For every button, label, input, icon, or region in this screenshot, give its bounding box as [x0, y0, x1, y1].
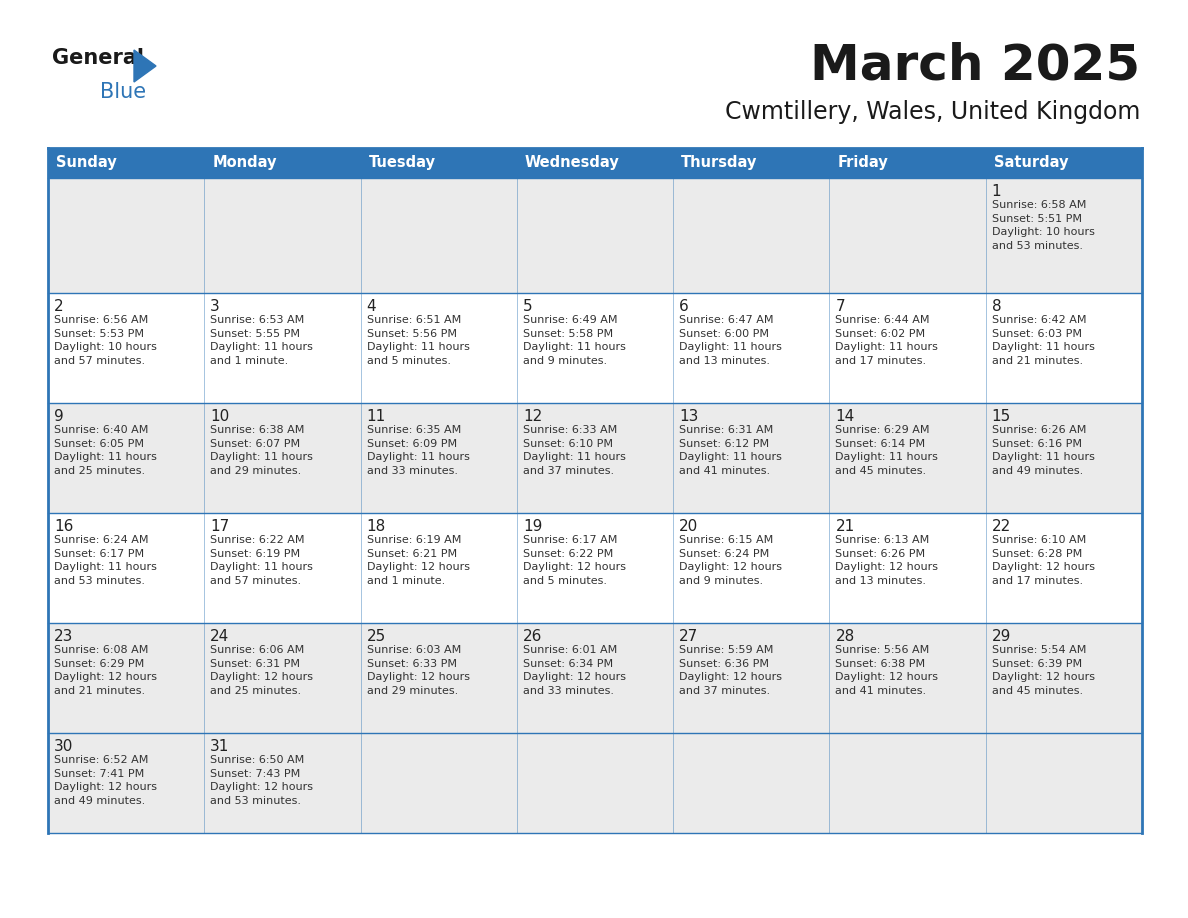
Text: 22: 22: [992, 519, 1011, 534]
Text: 26: 26: [523, 629, 542, 644]
Text: Saturday: Saturday: [993, 155, 1068, 171]
Text: 7: 7: [835, 299, 845, 314]
Text: Thursday: Thursday: [681, 155, 758, 171]
Text: Sunrise: 6:31 AM
Sunset: 6:12 PM
Daylight: 11 hours
and 41 minutes.: Sunrise: 6:31 AM Sunset: 6:12 PM Dayligh…: [680, 425, 782, 476]
Text: Wednesday: Wednesday: [525, 155, 620, 171]
Text: Sunrise: 6:33 AM
Sunset: 6:10 PM
Daylight: 11 hours
and 37 minutes.: Sunrise: 6:33 AM Sunset: 6:10 PM Dayligh…: [523, 425, 626, 476]
Text: Sunrise: 6:52 AM
Sunset: 7:41 PM
Daylight: 12 hours
and 49 minutes.: Sunrise: 6:52 AM Sunset: 7:41 PM Dayligh…: [53, 755, 157, 806]
Text: Sunrise: 6:38 AM
Sunset: 6:07 PM
Daylight: 11 hours
and 29 minutes.: Sunrise: 6:38 AM Sunset: 6:07 PM Dayligh…: [210, 425, 314, 476]
Text: Sunrise: 6:13 AM
Sunset: 6:26 PM
Daylight: 12 hours
and 13 minutes.: Sunrise: 6:13 AM Sunset: 6:26 PM Dayligh…: [835, 535, 939, 586]
Text: 24: 24: [210, 629, 229, 644]
Text: 11: 11: [367, 409, 386, 424]
Text: 25: 25: [367, 629, 386, 644]
Polygon shape: [134, 50, 156, 82]
Text: 14: 14: [835, 409, 854, 424]
Text: Sunrise: 6:56 AM
Sunset: 5:53 PM
Daylight: 10 hours
and 57 minutes.: Sunrise: 6:56 AM Sunset: 5:53 PM Dayligh…: [53, 315, 157, 365]
Text: Sunrise: 5:54 AM
Sunset: 6:39 PM
Daylight: 12 hours
and 45 minutes.: Sunrise: 5:54 AM Sunset: 6:39 PM Dayligh…: [992, 645, 1094, 696]
Text: March 2025: March 2025: [810, 42, 1140, 90]
Text: Sunrise: 6:35 AM
Sunset: 6:09 PM
Daylight: 11 hours
and 33 minutes.: Sunrise: 6:35 AM Sunset: 6:09 PM Dayligh…: [367, 425, 469, 476]
Text: 23: 23: [53, 629, 74, 644]
Text: Sunrise: 6:01 AM
Sunset: 6:34 PM
Daylight: 12 hours
and 33 minutes.: Sunrise: 6:01 AM Sunset: 6:34 PM Dayligh…: [523, 645, 626, 696]
Text: Tuesday: Tuesday: [368, 155, 436, 171]
Text: 3: 3: [210, 299, 220, 314]
Text: 19: 19: [523, 519, 542, 534]
Text: Sunrise: 6:10 AM
Sunset: 6:28 PM
Daylight: 12 hours
and 17 minutes.: Sunrise: 6:10 AM Sunset: 6:28 PM Dayligh…: [992, 535, 1094, 586]
Text: Monday: Monday: [213, 155, 277, 171]
Text: Sunrise: 5:59 AM
Sunset: 6:36 PM
Daylight: 12 hours
and 37 minutes.: Sunrise: 5:59 AM Sunset: 6:36 PM Dayligh…: [680, 645, 782, 696]
Text: 8: 8: [992, 299, 1001, 314]
Bar: [48, 293, 1142, 403]
Text: 27: 27: [680, 629, 699, 644]
Text: 20: 20: [680, 519, 699, 534]
Text: Sunrise: 6:51 AM
Sunset: 5:56 PM
Daylight: 11 hours
and 5 minutes.: Sunrise: 6:51 AM Sunset: 5:56 PM Dayligh…: [367, 315, 469, 365]
Text: 31: 31: [210, 739, 229, 754]
Text: Sunrise: 6:42 AM
Sunset: 6:03 PM
Daylight: 11 hours
and 21 minutes.: Sunrise: 6:42 AM Sunset: 6:03 PM Dayligh…: [992, 315, 1094, 365]
Text: Sunrise: 6:29 AM
Sunset: 6:14 PM
Daylight: 11 hours
and 45 minutes.: Sunrise: 6:29 AM Sunset: 6:14 PM Dayligh…: [835, 425, 939, 476]
Text: Sunrise: 6:49 AM
Sunset: 5:58 PM
Daylight: 11 hours
and 9 minutes.: Sunrise: 6:49 AM Sunset: 5:58 PM Dayligh…: [523, 315, 626, 365]
Bar: [48, 403, 1142, 513]
Text: Sunrise: 6:40 AM
Sunset: 6:05 PM
Daylight: 11 hours
and 25 minutes.: Sunrise: 6:40 AM Sunset: 6:05 PM Dayligh…: [53, 425, 157, 476]
Text: Sunrise: 6:17 AM
Sunset: 6:22 PM
Daylight: 12 hours
and 5 minutes.: Sunrise: 6:17 AM Sunset: 6:22 PM Dayligh…: [523, 535, 626, 586]
Text: Sunrise: 6:47 AM
Sunset: 6:00 PM
Daylight: 11 hours
and 13 minutes.: Sunrise: 6:47 AM Sunset: 6:00 PM Dayligh…: [680, 315, 782, 365]
Text: 2: 2: [53, 299, 64, 314]
Bar: [48, 148, 1142, 178]
Text: Sunrise: 6:44 AM
Sunset: 6:02 PM
Daylight: 11 hours
and 17 minutes.: Sunrise: 6:44 AM Sunset: 6:02 PM Dayligh…: [835, 315, 939, 365]
Text: General: General: [52, 48, 144, 68]
Text: 18: 18: [367, 519, 386, 534]
Text: Sunrise: 5:56 AM
Sunset: 6:38 PM
Daylight: 12 hours
and 41 minutes.: Sunrise: 5:56 AM Sunset: 6:38 PM Dayligh…: [835, 645, 939, 696]
Text: Cwmtillery, Wales, United Kingdom: Cwmtillery, Wales, United Kingdom: [725, 100, 1140, 124]
Bar: [48, 733, 1142, 833]
Text: Blue: Blue: [100, 82, 146, 102]
Text: Sunrise: 6:26 AM
Sunset: 6:16 PM
Daylight: 11 hours
and 49 minutes.: Sunrise: 6:26 AM Sunset: 6:16 PM Dayligh…: [992, 425, 1094, 476]
Bar: [48, 623, 1142, 733]
Text: 29: 29: [992, 629, 1011, 644]
Text: 1: 1: [992, 184, 1001, 199]
Text: Sunrise: 6:24 AM
Sunset: 6:17 PM
Daylight: 11 hours
and 53 minutes.: Sunrise: 6:24 AM Sunset: 6:17 PM Dayligh…: [53, 535, 157, 586]
Text: Sunrise: 6:58 AM
Sunset: 5:51 PM
Daylight: 10 hours
and 53 minutes.: Sunrise: 6:58 AM Sunset: 5:51 PM Dayligh…: [992, 200, 1094, 251]
Text: 15: 15: [992, 409, 1011, 424]
Bar: [48, 513, 1142, 623]
Text: Sunday: Sunday: [56, 155, 116, 171]
Text: 30: 30: [53, 739, 74, 754]
Text: 21: 21: [835, 519, 854, 534]
Text: Sunrise: 6:03 AM
Sunset: 6:33 PM
Daylight: 12 hours
and 29 minutes.: Sunrise: 6:03 AM Sunset: 6:33 PM Dayligh…: [367, 645, 469, 696]
Text: 6: 6: [680, 299, 689, 314]
Text: Sunrise: 6:53 AM
Sunset: 5:55 PM
Daylight: 11 hours
and 1 minute.: Sunrise: 6:53 AM Sunset: 5:55 PM Dayligh…: [210, 315, 314, 365]
Text: Sunrise: 6:50 AM
Sunset: 7:43 PM
Daylight: 12 hours
and 53 minutes.: Sunrise: 6:50 AM Sunset: 7:43 PM Dayligh…: [210, 755, 314, 806]
Text: Sunrise: 6:15 AM
Sunset: 6:24 PM
Daylight: 12 hours
and 9 minutes.: Sunrise: 6:15 AM Sunset: 6:24 PM Dayligh…: [680, 535, 782, 586]
Bar: [48, 178, 1142, 293]
Text: 12: 12: [523, 409, 542, 424]
Text: 9: 9: [53, 409, 64, 424]
Text: 28: 28: [835, 629, 854, 644]
Text: Sunrise: 6:08 AM
Sunset: 6:29 PM
Daylight: 12 hours
and 21 minutes.: Sunrise: 6:08 AM Sunset: 6:29 PM Dayligh…: [53, 645, 157, 696]
Text: 10: 10: [210, 409, 229, 424]
Text: Sunrise: 6:22 AM
Sunset: 6:19 PM
Daylight: 11 hours
and 57 minutes.: Sunrise: 6:22 AM Sunset: 6:19 PM Dayligh…: [210, 535, 314, 586]
Text: Sunrise: 6:19 AM
Sunset: 6:21 PM
Daylight: 12 hours
and 1 minute.: Sunrise: 6:19 AM Sunset: 6:21 PM Dayligh…: [367, 535, 469, 586]
Text: 13: 13: [680, 409, 699, 424]
Text: 5: 5: [523, 299, 532, 314]
Text: Friday: Friday: [838, 155, 889, 171]
Text: 17: 17: [210, 519, 229, 534]
Text: 4: 4: [367, 299, 377, 314]
Text: 16: 16: [53, 519, 74, 534]
Text: Sunrise: 6:06 AM
Sunset: 6:31 PM
Daylight: 12 hours
and 25 minutes.: Sunrise: 6:06 AM Sunset: 6:31 PM Dayligh…: [210, 645, 314, 696]
